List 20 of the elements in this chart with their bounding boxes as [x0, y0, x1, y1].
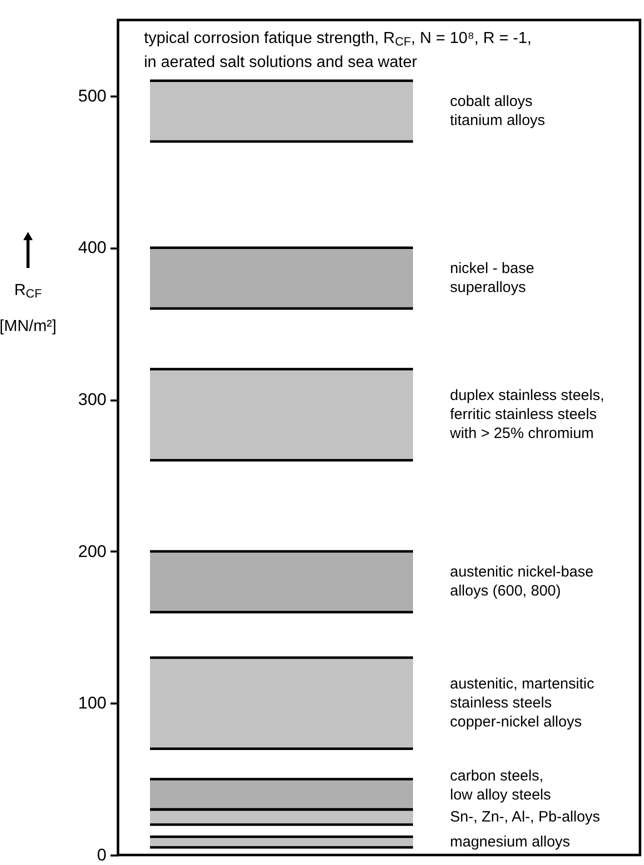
bar — [150, 658, 413, 749]
y-tick-label: 100 — [78, 694, 106, 713]
y-tick-label: 200 — [78, 542, 106, 561]
text: carbon steels, low alloy steels — [450, 768, 551, 804]
text: duplex stainless steels, ferritic stainless steels with > 25% chromium — [449, 387, 604, 442]
text: Sn-, Zn-, Al-, Pb-alloys — [450, 808, 600, 826]
bar — [150, 779, 413, 810]
text: austenitic, martensitic stainless steels copper-nickel alloys — [450, 676, 595, 731]
bar — [150, 248, 413, 308]
y-tick-label: 400 — [78, 238, 106, 258]
text: magnesium alloys — [450, 834, 570, 851]
y-tick-label: 300 — [78, 390, 106, 410]
text: austenitic nickel-base alloys (600, 800) — [450, 564, 594, 600]
bar — [150, 80, 413, 142]
text: cobalt alloys titanium alloys — [450, 93, 546, 130]
bar — [150, 369, 413, 460]
text: nickel - base superalloys — [450, 260, 534, 296]
y-tick-label: 0 — [97, 846, 106, 864]
bar — [150, 551, 413, 612]
y-tick-label: 500 — [78, 86, 106, 106]
